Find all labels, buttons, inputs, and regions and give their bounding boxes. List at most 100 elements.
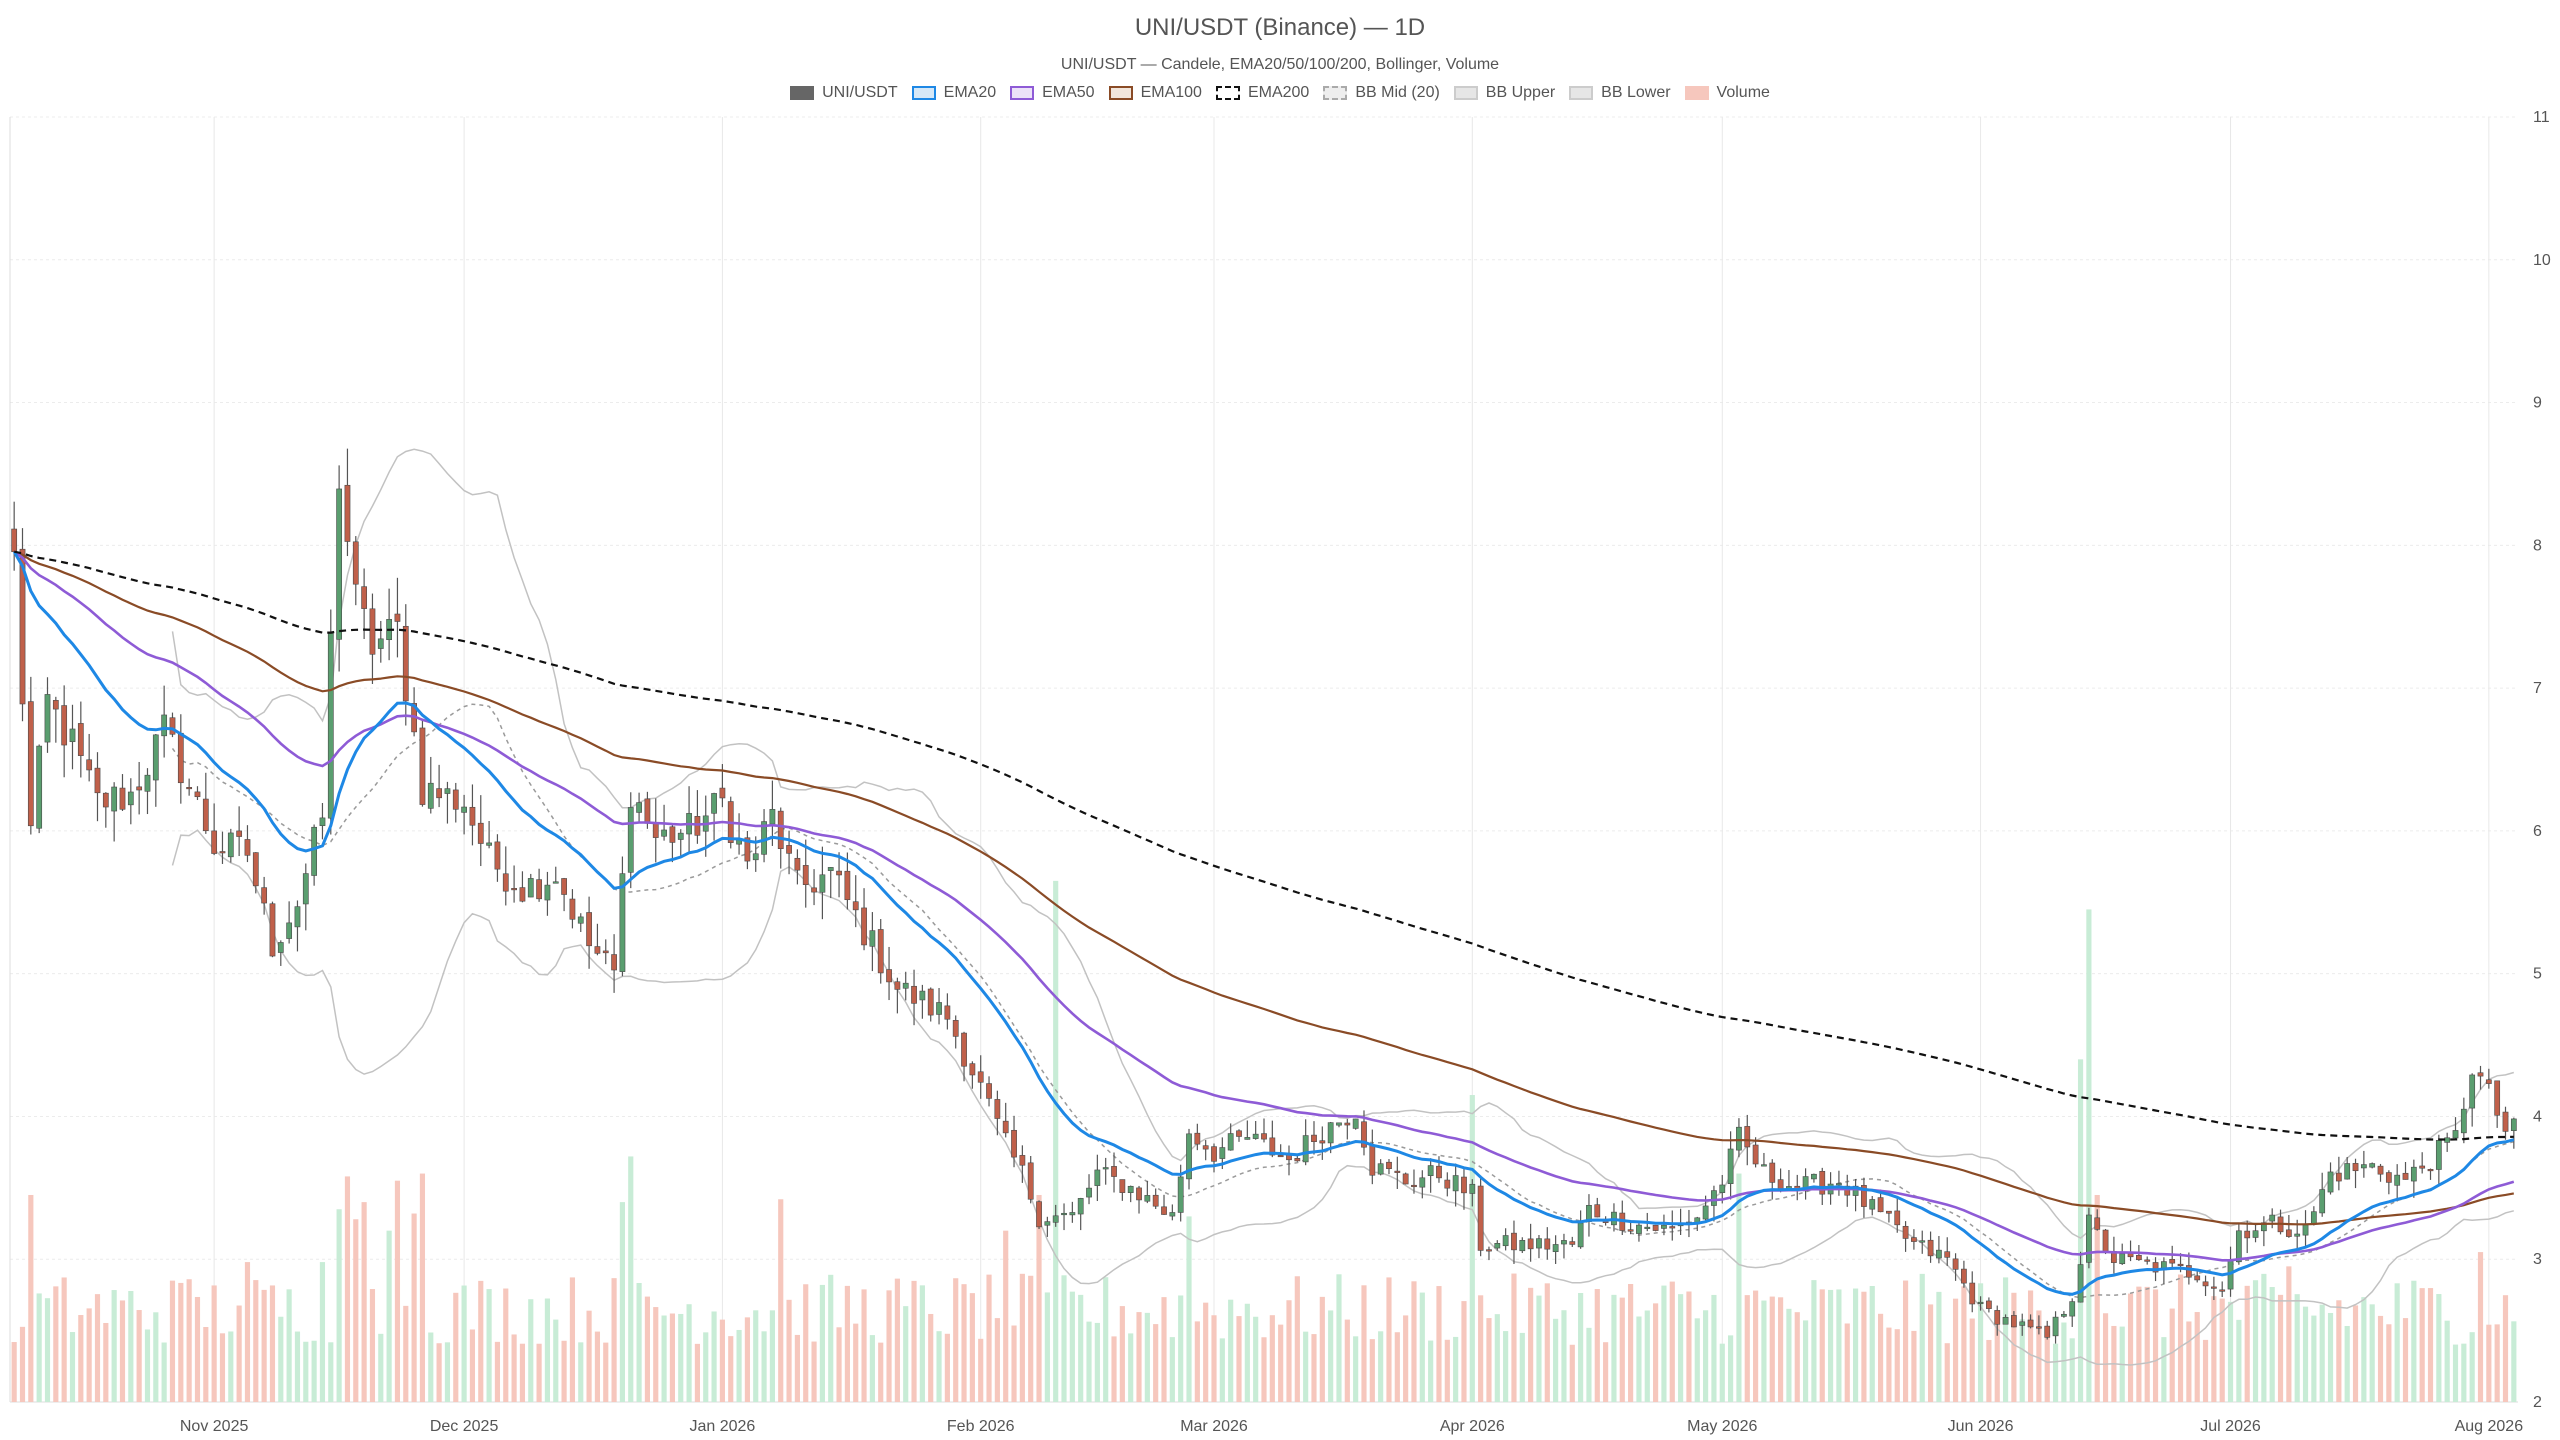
candle-body [211, 830, 218, 854]
candle-body [2244, 1230, 2251, 1239]
candle-body [444, 788, 451, 794]
volume-bar [336, 1209, 342, 1402]
volume-bar [2011, 1292, 2017, 1402]
candle-body [811, 887, 817, 893]
volume-bar [911, 1280, 917, 1402]
candle-body [786, 845, 792, 854]
candle-body [1569, 1241, 1576, 1245]
candle-body [1969, 1282, 1976, 1305]
volume-bar [961, 1284, 967, 1402]
candle-body [1052, 1215, 1059, 1223]
candle-body [1711, 1190, 1717, 1206]
volume-bar [1194, 1321, 1200, 1402]
volume-bar [1344, 1319, 1350, 1402]
y-tick-label: 5 [2533, 966, 2542, 983]
candle-body [627, 807, 634, 873]
legend-item-2[interactable]: EMA50 [1010, 84, 1095, 102]
legend-item-3[interactable]: EMA100 [1108, 84, 1202, 102]
volume-bar [1728, 1335, 1734, 1402]
candle-body [1311, 1134, 1317, 1142]
candle-body [1119, 1179, 1126, 1193]
candle-body [2269, 1214, 2276, 1222]
volume-bar [978, 1338, 984, 1402]
candle-body [61, 705, 68, 746]
volume-bar [453, 1292, 459, 1402]
volume-bar [378, 1333, 384, 1402]
volume-bar [686, 1304, 692, 1402]
legend-item-7[interactable]: BB Lower [1569, 84, 1671, 102]
candle-body [1877, 1197, 1884, 1213]
candle-body [2410, 1166, 2417, 1182]
candle-body [2327, 1171, 2334, 1193]
candle-body [169, 717, 176, 735]
candle-body [86, 759, 93, 771]
volume-bar [394, 1180, 401, 1402]
candle-body [2352, 1163, 2359, 1172]
candle-body [1044, 1221, 1051, 1226]
volume-bar [86, 1308, 92, 1402]
volume-bar [794, 1334, 800, 1402]
candle-body [2002, 1317, 2009, 1325]
volume-bar [1986, 1339, 1992, 1402]
volume-bar [53, 1286, 59, 1402]
volume-bar [1278, 1324, 1284, 1402]
volume-bar [1927, 1304, 1934, 1402]
volume-bar [1269, 1315, 1275, 1402]
volume-bar [1244, 1303, 1250, 1402]
candle-body [361, 586, 368, 609]
candle-body [511, 888, 517, 891]
volume-bar [2469, 1332, 2475, 1402]
volume-bar [536, 1343, 542, 1402]
candle-body [2369, 1163, 2376, 1168]
legend-item-0[interactable]: UNI/USDT [790, 84, 898, 102]
candle-body [1302, 1135, 1309, 1163]
chart-subtitle: UNI/USDT — Candele, EMA20/50/100/200, Bo… [1060, 56, 1500, 73]
volume-bar [1378, 1331, 1384, 1402]
candle-body [1536, 1238, 1542, 1249]
volume-bar [244, 1262, 251, 1402]
candle-body [1361, 1121, 1367, 1148]
legend-item-4[interactable]: EMA200 [1215, 84, 1309, 102]
y-tick-label: 9 [2533, 395, 2542, 412]
volume-bar [1403, 1315, 1409, 1402]
volume-bar [1528, 1287, 1534, 1402]
volume-bar [2161, 1337, 2167, 1402]
candle-body [994, 1099, 1001, 1119]
volume-bar [603, 1342, 609, 1402]
volume-bar [1419, 1292, 1425, 1402]
candle-body [1577, 1222, 1584, 1248]
legend-item-6[interactable]: BB Upper [1453, 84, 1555, 102]
x-tick-label: Aug 2026 [2455, 1418, 2524, 1435]
candle-body [2061, 1313, 2067, 1317]
legend-item-8[interactable]: Volume [1684, 84, 1770, 102]
candle-body [402, 625, 409, 702]
volume-bar [636, 1282, 642, 1402]
volume-bar [2252, 1280, 2259, 1402]
candle-body [344, 484, 351, 542]
volume-bar [1219, 1338, 1225, 1402]
volume-bar [353, 1219, 359, 1402]
candle-body [369, 608, 376, 655]
candle-body [1227, 1133, 1234, 1151]
candle-body [277, 942, 284, 953]
legend-item-5[interactable]: BB Mid (20) [1323, 84, 1440, 102]
x-tick-label: May 2026 [1687, 1418, 1757, 1435]
candle-body [2485, 1079, 2492, 1084]
candle-body [711, 793, 717, 814]
volume-bar [569, 1277, 576, 1402]
legend-item-1[interactable]: EMA20 [911, 84, 996, 102]
volume-bar [1119, 1306, 1125, 1402]
volume-bar [1586, 1327, 1592, 1402]
candle-body [1627, 1229, 1634, 1232]
volume-bar [903, 1306, 909, 1402]
volume-bar [2127, 1293, 2134, 1402]
volume-bar [2277, 1294, 2284, 1402]
candle-body [2435, 1140, 2442, 1170]
candle-body [1561, 1240, 1567, 1245]
chart-title: UNI/USDT (Binance) — 1D [1134, 14, 1426, 41]
candle-body [694, 816, 701, 836]
volume-bar [553, 1319, 559, 1402]
candle-body [2494, 1080, 2501, 1116]
y-tick-label: 4 [2533, 1108, 2542, 1125]
volume-bar [1761, 1300, 1767, 1402]
